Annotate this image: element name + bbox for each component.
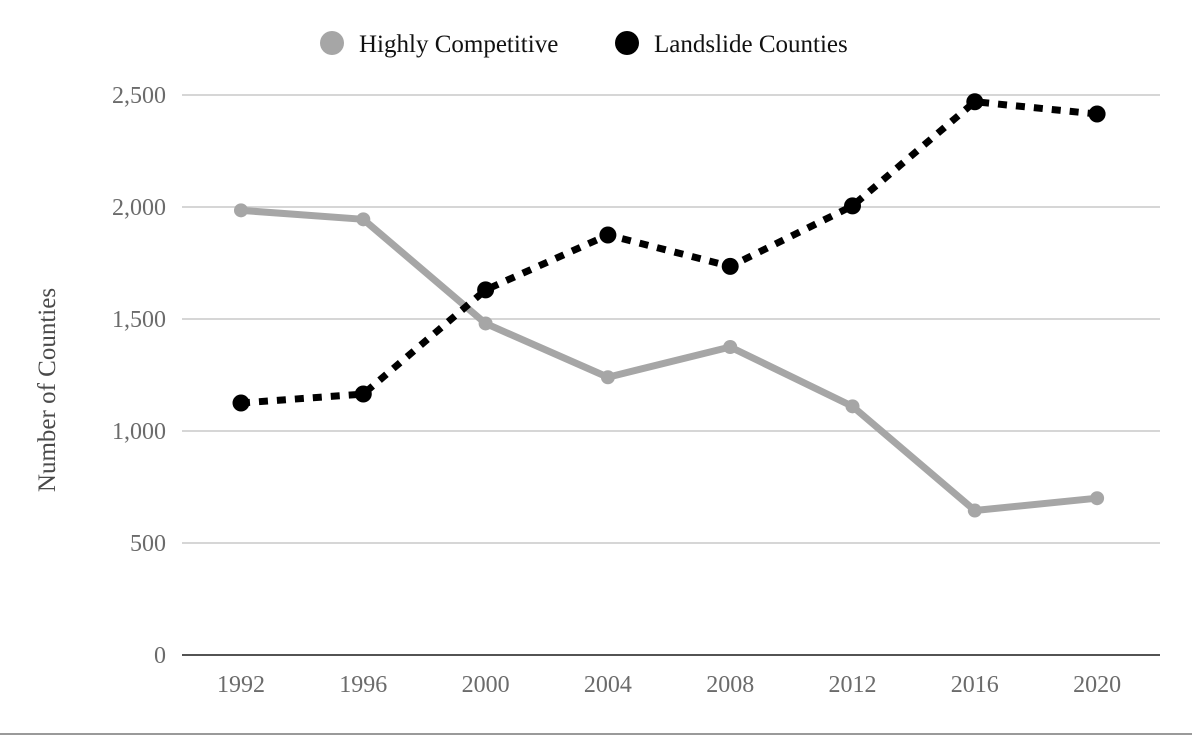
series-landslide-counties: [232, 93, 1106, 412]
point-landslide-counties-2016: [966, 93, 984, 111]
legend: Highly Competitive Landslide Counties: [320, 31, 848, 58]
y-axis-title: Number of Counties: [34, 288, 61, 492]
y-tick-label-0: 0: [154, 643, 166, 669]
x-tick-label-2004: 2004: [584, 672, 632, 698]
point-landslide-counties-2004: [599, 226, 617, 244]
x-axis-ticks: 1992 1996 2000 2004 2008 2012 2016 2020: [217, 672, 1121, 698]
series-line-landslide-counties: [240, 98, 1098, 407]
y-axis-ticks: 0 500 1,000 1,500 2,000 2,500: [112, 83, 166, 669]
series-line-highly-competitive: [237, 206, 1101, 515]
point-landslide-counties-1996: [354, 385, 372, 403]
x-tick-label-2000: 2000: [462, 672, 510, 698]
point-highly-competitive-2012: [845, 399, 860, 414]
point-highly-competitive-2016: [967, 503, 982, 518]
point-landslide-counties-1992: [232, 394, 250, 412]
point-highly-competitive-1996: [356, 212, 371, 227]
series-layer: [232, 93, 1106, 518]
point-landslide-counties-2020: [1088, 105, 1106, 123]
legend-label-landslide-counties: Landslide Counties: [654, 31, 848, 58]
x-tick-label-2012: 2012: [829, 672, 877, 698]
x-tick-label-1996: 1996: [339, 672, 387, 698]
point-highly-competitive-2008: [723, 340, 738, 354]
y-tick-label-500: 500: [130, 531, 166, 557]
y-tick-label-1-500: 1,500: [112, 307, 166, 333]
x-tick-label-2008: 2008: [706, 672, 754, 698]
legend-label-highly-competitive: Highly Competitive: [359, 31, 558, 58]
y-tick-label-1-000: 1,000: [112, 419, 166, 445]
point-landslide-counties-2012: [844, 197, 861, 215]
x-tick-label-1992: 1992: [217, 672, 265, 698]
legend-marker-landslide-counties: [615, 31, 639, 55]
point-landslide-counties-2008: [721, 257, 739, 275]
point-highly-competitive-1992: [234, 203, 248, 218]
y-tick-label-2-500: 2,500: [112, 83, 166, 109]
grid-lines: [182, 94, 1160, 544]
series-highly-competitive: [234, 203, 1105, 518]
x-tick-label-2020: 2020: [1073, 672, 1121, 698]
y-tick-label-2-000: 2,000: [112, 195, 166, 221]
x-tick-label-2016: 2016: [951, 672, 999, 698]
legend-marker-highly-competitive: [320, 31, 344, 55]
point-highly-competitive-2004: [600, 370, 615, 385]
point-highly-competitive-2020: [1090, 491, 1105, 506]
point-highly-competitive-2000: [478, 316, 493, 331]
point-landslide-counties-2000: [477, 281, 495, 299]
